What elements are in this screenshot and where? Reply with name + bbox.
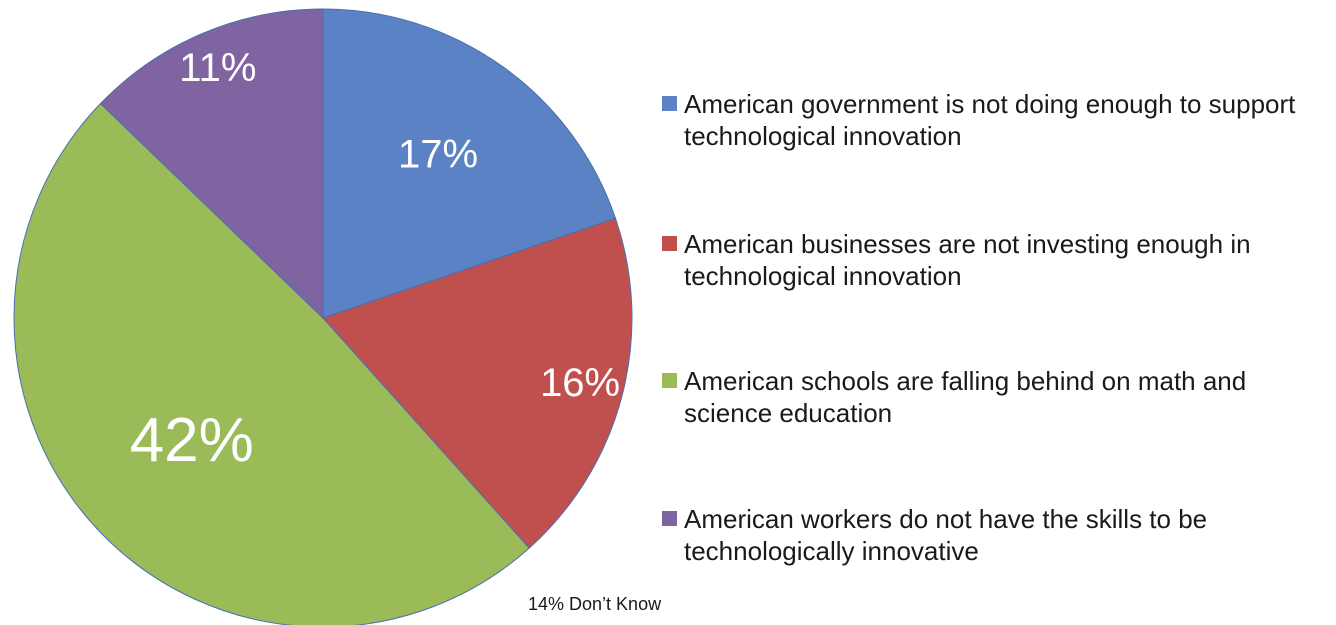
slice-label-workers: 11% — [179, 46, 256, 90]
slice-businesses — [322, 217, 633, 549]
legend-item-businesses: American businesses are not investing en… — [662, 228, 1332, 292]
legend-swatch-workers — [662, 511, 677, 526]
legend-swatch-government — [662, 96, 677, 111]
legend-item-government: American government is not doing enough … — [662, 88, 1332, 152]
legend-label-workers: American workers do not have the skills … — [684, 504, 1208, 566]
slice-label-businesses: 16% — [540, 361, 620, 405]
legend-label-schools: American schools are falling behind on m… — [684, 366, 1247, 428]
slice-label-government: 17% — [398, 133, 478, 177]
legend-item-workers: American workers do not have the skills … — [662, 503, 1332, 567]
dont-know-annotation: 14% Don’t Know — [528, 594, 662, 614]
legend-label-government: American government is not doing enough … — [684, 89, 1296, 151]
legend-item-schools: American schools are falling behind on m… — [662, 365, 1332, 429]
slice-workers — [99, 8, 324, 320]
slice-government — [322, 8, 617, 319]
slice-schools — [13, 102, 530, 625]
legend-swatch-businesses — [662, 236, 677, 251]
legend-label-businesses: American businesses are not investing en… — [684, 229, 1251, 291]
slice-label-schools: 42% — [130, 406, 254, 475]
pie-chart: 17% 16% 42% 11% — [13, 8, 633, 625]
legend-swatch-schools — [662, 373, 677, 388]
